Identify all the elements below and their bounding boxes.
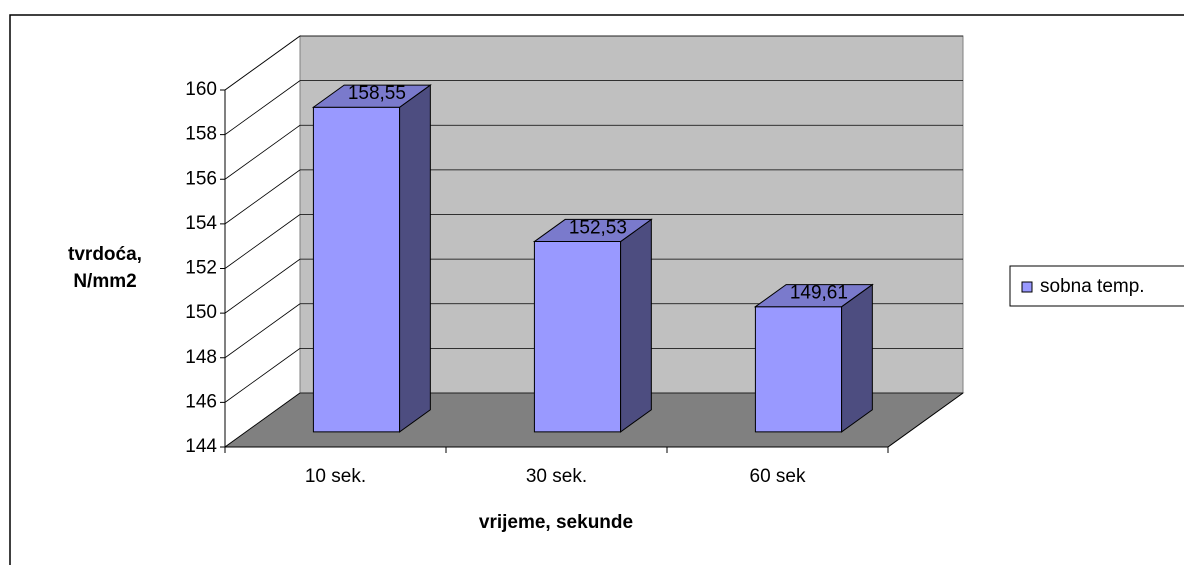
bar-front [533, 241, 622, 433]
y-axis-label: tvrdoća, N/mm2 [68, 244, 142, 292]
bar-front [754, 306, 843, 433]
bar [311, 84, 432, 433]
legend-swatch [1021, 281, 1033, 293]
bar-side [399, 84, 431, 433]
bar-top [753, 284, 874, 308]
grid-line [224, 80, 301, 135]
x-axis-label: vrijeme, sekunde [479, 512, 633, 533]
x-tick-label: 60 sek [750, 466, 806, 487]
legend-box [1009, 265, 1184, 307]
bar [532, 218, 653, 433]
grid-line [224, 392, 301, 448]
floor-edge [887, 392, 964, 448]
y-tick-label: 154 [185, 213, 217, 234]
y-axis-label-line: tvrdoća, [68, 244, 142, 265]
bar [753, 283, 874, 433]
bar-side [841, 283, 873, 433]
grid-line [224, 214, 301, 269]
y-axis-label-line: N/mm2 [73, 271, 136, 292]
y-tick-label: 148 [185, 347, 217, 368]
x-tick-label: 10 sek. [305, 466, 366, 487]
grid-line [224, 258, 301, 314]
y-tick-label: 152 [185, 258, 217, 279]
y-tick-label: 160 [185, 79, 217, 100]
value-label: 158,55 [348, 83, 406, 104]
bar-front [312, 106, 401, 433]
y-tick-label: 156 [185, 168, 217, 189]
y-tick-label: 144 [185, 436, 217, 457]
bar-top [532, 218, 653, 243]
grid-line [224, 169, 301, 225]
grid-line [224, 303, 301, 359]
x-tick-label: 30 sek. [526, 466, 587, 487]
value-label: 149,61 [790, 283, 848, 304]
bar-side [620, 218, 652, 433]
grid-line [224, 348, 301, 403]
grid-line [224, 35, 301, 91]
legend-label: sobna temp. [1040, 276, 1145, 297]
grid-line [224, 124, 301, 180]
y-tick-label: 150 [185, 302, 217, 323]
bar-top [311, 84, 432, 108]
value-label: 152,53 [569, 218, 627, 239]
y-tick-label: 158 [185, 124, 217, 145]
y-tick-label: 146 [185, 391, 217, 412]
